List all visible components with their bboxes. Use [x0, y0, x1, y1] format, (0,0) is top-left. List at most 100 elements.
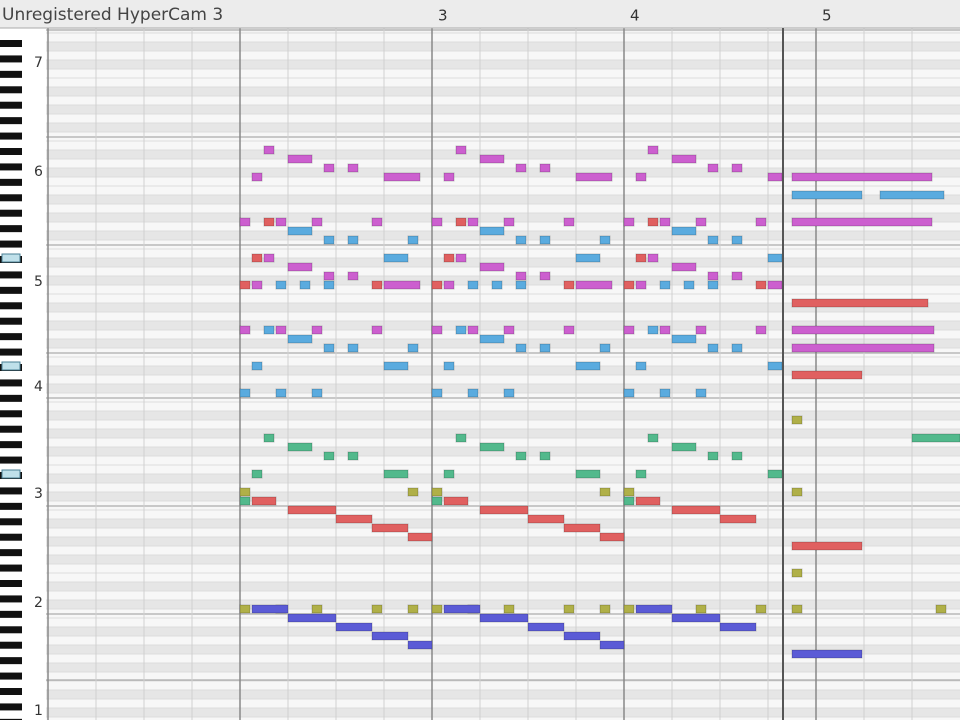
- note: [635, 469, 647, 479]
- note: [647, 325, 659, 335]
- note: [539, 271, 551, 281]
- note: [503, 604, 515, 614]
- note: [263, 253, 275, 263]
- row: [46, 312, 960, 321]
- black-key: [0, 286, 22, 294]
- row: [46, 699, 960, 708]
- row: [46, 582, 960, 591]
- note: [791, 415, 803, 425]
- measure-label: 5: [822, 7, 832, 25]
- row: [46, 519, 960, 528]
- note: [599, 604, 611, 614]
- row: [46, 717, 960, 720]
- row: [46, 267, 960, 276]
- note: [575, 253, 601, 263]
- black-key: [0, 533, 22, 541]
- row: [46, 33, 960, 42]
- row: [46, 420, 960, 429]
- row: [46, 168, 960, 177]
- note: [527, 622, 565, 632]
- row: [46, 42, 960, 51]
- black-key: [0, 101, 22, 109]
- row: [46, 573, 960, 582]
- note: [275, 280, 287, 290]
- note: [455, 433, 467, 443]
- note: [287, 505, 337, 515]
- note: [407, 487, 419, 497]
- note: [539, 235, 551, 245]
- black-key: [0, 302, 22, 310]
- note: [467, 280, 479, 290]
- note: [383, 172, 421, 182]
- row: [46, 672, 960, 681]
- note: [623, 325, 635, 335]
- note: [647, 145, 659, 155]
- note: [623, 280, 635, 290]
- note: [443, 280, 455, 290]
- note: [503, 388, 515, 398]
- note: [323, 280, 335, 290]
- row: [46, 447, 960, 456]
- note: [503, 217, 515, 227]
- row: [46, 564, 960, 573]
- note: [323, 451, 335, 461]
- note: [791, 298, 929, 308]
- row: [46, 681, 960, 690]
- black-key: [0, 441, 22, 449]
- note: [599, 235, 611, 245]
- note: [407, 604, 419, 614]
- note: [443, 604, 481, 614]
- note: [239, 217, 251, 227]
- measure-label: 3: [438, 7, 448, 25]
- note: [443, 361, 455, 371]
- note: [263, 145, 275, 155]
- note: [647, 433, 659, 443]
- note: [623, 496, 635, 506]
- note: [599, 487, 611, 497]
- row: [46, 204, 960, 213]
- note: [383, 280, 421, 290]
- note: [647, 217, 659, 227]
- note: [431, 325, 443, 335]
- note: [431, 487, 443, 497]
- note: [731, 235, 743, 245]
- octave-label: 1: [34, 703, 43, 719]
- black-key: [0, 487, 22, 495]
- row: [46, 195, 960, 204]
- note: [311, 325, 323, 335]
- note: [575, 280, 613, 290]
- note: [791, 604, 803, 614]
- note: [263, 433, 275, 443]
- black-key: [0, 518, 22, 526]
- row: [46, 438, 960, 447]
- note: [251, 604, 289, 614]
- note: [623, 487, 635, 497]
- note: [251, 469, 263, 479]
- row: [46, 465, 960, 474]
- black-key: [0, 148, 22, 155]
- note: [575, 469, 601, 479]
- note: [515, 343, 527, 353]
- note: [695, 325, 707, 335]
- note: [935, 604, 947, 614]
- row: [46, 294, 960, 303]
- key-marker: [1, 361, 21, 371]
- row: [46, 663, 960, 672]
- note: [467, 325, 479, 335]
- note: [599, 343, 611, 353]
- black-key: [0, 456, 22, 464]
- note: [659, 388, 671, 398]
- note: [671, 262, 697, 272]
- note: [635, 496, 661, 506]
- note: [383, 253, 409, 263]
- row: [46, 474, 960, 483]
- row: [46, 339, 960, 348]
- note: [239, 280, 251, 290]
- note: [347, 451, 359, 461]
- black-key: [0, 379, 22, 387]
- note: [515, 235, 527, 245]
- octave-label: 4: [34, 379, 43, 395]
- note: [323, 163, 335, 173]
- note: [731, 271, 743, 281]
- black-key: [0, 549, 22, 557]
